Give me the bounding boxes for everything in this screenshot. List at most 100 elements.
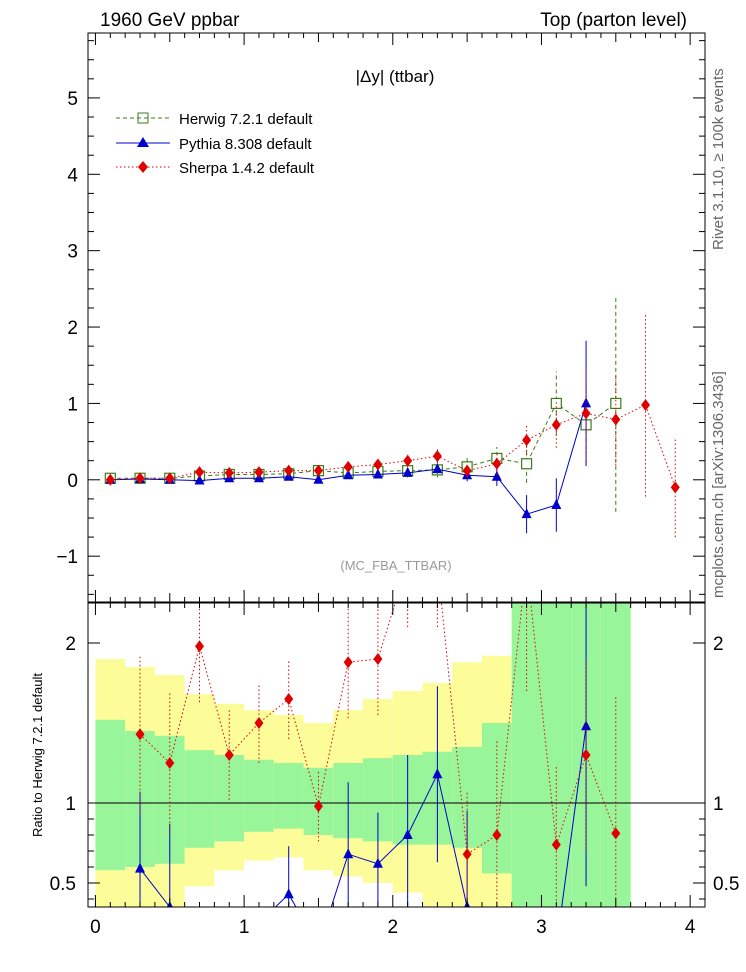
sherpa-point xyxy=(135,472,145,485)
ratio-frame xyxy=(87,602,706,908)
pythia-point xyxy=(432,463,443,474)
sherpa-point xyxy=(611,827,621,840)
band-inner-bin xyxy=(95,719,126,871)
legend-sherpa-label: Sherpa 1.4.2 default xyxy=(179,160,315,177)
pythia-point xyxy=(521,508,532,519)
pythia-point xyxy=(581,720,592,731)
plot-title: |Δy| (ttbar) xyxy=(356,67,435,86)
sherpa-point xyxy=(551,838,561,851)
pythia-point xyxy=(492,941,502,951)
ratio-ytick-label-right: 2 xyxy=(713,634,724,655)
sherpa-point xyxy=(224,466,234,479)
analysis-watermark: (MC_FBA_TTBAR) xyxy=(340,558,451,573)
sherpa-point xyxy=(195,466,205,479)
pythia-point xyxy=(491,470,502,481)
rivet-label: Rivet 3.1.10, ≥ 100k events xyxy=(710,68,727,250)
band-inner-bin xyxy=(214,755,245,842)
ratio-ytick-label: 1 xyxy=(65,794,76,815)
sherpa-point xyxy=(105,473,115,486)
sherpa-point xyxy=(581,407,591,420)
ratio-panel xyxy=(88,557,705,951)
ratio-ytick-label: 0.5 xyxy=(50,874,76,895)
sherpa-point xyxy=(670,481,680,494)
sherpa-point xyxy=(492,829,502,841)
sherpa-point xyxy=(135,728,145,741)
sherpa-point xyxy=(492,457,502,470)
pythia-point xyxy=(283,888,294,899)
main-ytick-label: 5 xyxy=(67,89,78,110)
main-ytick-label: −1 xyxy=(56,547,78,568)
legend-herwig-marker xyxy=(137,112,149,124)
pythia-point xyxy=(372,468,383,479)
band-inner-bin xyxy=(541,603,572,907)
main-frame xyxy=(87,32,706,603)
ratio-xtick-label: 1 xyxy=(239,917,250,938)
sherpa-point xyxy=(551,418,561,431)
sherpa-point xyxy=(165,757,175,769)
pythia-line xyxy=(110,403,587,515)
sherpa-point xyxy=(581,749,591,761)
band-inner-bin xyxy=(244,759,274,832)
sherpa-point xyxy=(403,454,413,467)
ratio-bands xyxy=(95,603,631,907)
sherpa-point xyxy=(284,693,294,705)
ratio-series xyxy=(135,557,621,951)
sherpa-point xyxy=(284,464,294,477)
header-right: Top (parton level) xyxy=(540,10,687,31)
sherpa-point xyxy=(373,458,383,471)
band-inner-bin xyxy=(184,750,215,848)
sherpa-point xyxy=(224,749,234,761)
mcplots-label: mcplots.cern.ch [arXiv:1306.3436] xyxy=(710,371,727,598)
sherpa-point xyxy=(313,464,323,477)
sherpa-point xyxy=(254,466,264,479)
ratio-xtick-label: 4 xyxy=(685,917,696,938)
sherpa-point xyxy=(462,464,472,477)
pythia-point xyxy=(195,941,205,951)
pythia-point xyxy=(551,499,562,510)
sherpa-point xyxy=(462,848,472,861)
ratio-ytick-label: 2 xyxy=(65,634,76,655)
main-ytick-label: 0 xyxy=(67,471,78,492)
axis-ticks: −1 0 1 2 3 4 5 0 1 2 3 4 0.5 0.5 1 1 2 2 xyxy=(50,33,739,938)
pythia-point xyxy=(194,474,205,485)
ratio-ytick-label-right: 1 xyxy=(713,794,724,815)
main-ytick-label: 2 xyxy=(67,318,78,339)
band-inner-bin xyxy=(511,603,542,907)
herwig-series xyxy=(104,294,622,512)
main-ytick-label: 4 xyxy=(67,165,78,186)
pythia-point xyxy=(224,925,234,935)
sherpa-point xyxy=(611,413,621,426)
pythia-point xyxy=(343,469,354,480)
sherpa-point xyxy=(195,640,205,653)
pythia-point xyxy=(254,917,264,927)
pythia-ratio-series xyxy=(135,603,592,951)
main-ytick-label: 3 xyxy=(67,242,78,263)
sherpa-point xyxy=(254,717,264,729)
pythia-point xyxy=(402,466,413,477)
ratio-xtick-label: 0 xyxy=(90,917,101,938)
ratio-xtick-label: 3 xyxy=(536,917,547,938)
ratio-ytick-label-right: 0.5 xyxy=(713,874,739,895)
legend-sherpa-marker xyxy=(138,161,148,173)
main-ytick-label: 1 xyxy=(67,394,78,415)
sherpa-point xyxy=(641,398,651,411)
pythia-point xyxy=(313,941,323,951)
herwig-line xyxy=(110,402,617,479)
sherpa-point xyxy=(522,434,532,447)
sherpa-point xyxy=(432,450,442,463)
herwig-point xyxy=(520,458,533,470)
sherpa-point xyxy=(522,557,531,569)
sherpa-point xyxy=(313,800,323,813)
pythia-point xyxy=(402,829,413,839)
main-panel xyxy=(104,294,680,538)
sherpa-point xyxy=(343,460,353,473)
sherpa-point xyxy=(165,472,175,485)
header-left: 1960 GeV ppbar xyxy=(100,10,240,31)
pythia-ratio-line xyxy=(139,726,587,907)
sherpa-point xyxy=(343,656,353,669)
pythia-point xyxy=(432,768,443,779)
pythia-series xyxy=(105,340,592,534)
pythia-point xyxy=(551,941,561,951)
sherpa-point xyxy=(373,653,383,665)
pythia-point xyxy=(313,473,324,484)
